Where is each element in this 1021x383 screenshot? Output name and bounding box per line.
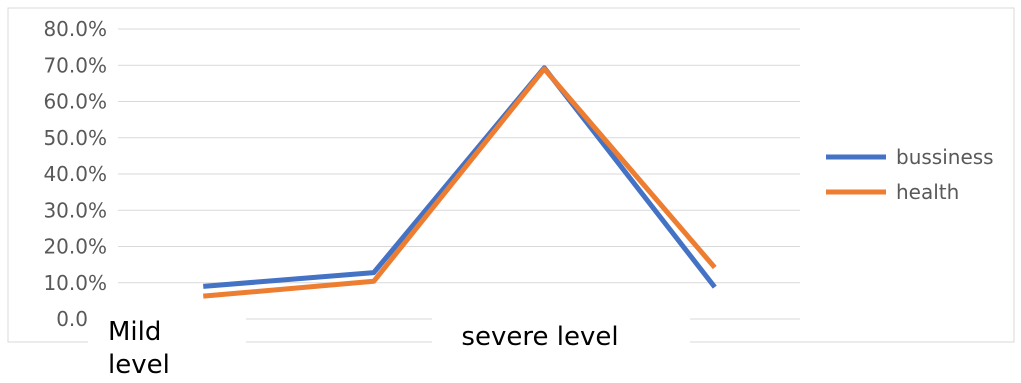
- y-tick-label: 50.0%: [43, 126, 107, 150]
- y-tick-label: 80.0%: [43, 17, 107, 41]
- y-axis-tick-labels: 0.0%10.0%20.0%30.0%40.0%50.0%60.0%70.0%8…: [43, 17, 107, 331]
- y-tick-label: 30.0%: [43, 198, 107, 222]
- category-label-severe-level: severe level: [461, 322, 618, 352]
- y-tick-label: 10.0%: [43, 271, 107, 295]
- chart-border: [8, 8, 1014, 342]
- y-tick-label: 70.0%: [43, 53, 107, 77]
- y-tick-label: 60.0%: [43, 90, 107, 114]
- legend-label-health: health: [896, 180, 959, 204]
- legend-label-bussiness: bussiness: [896, 145, 994, 169]
- y-tick-label: 40.0%: [43, 162, 107, 186]
- y-tick-label: 20.0%: [43, 235, 107, 259]
